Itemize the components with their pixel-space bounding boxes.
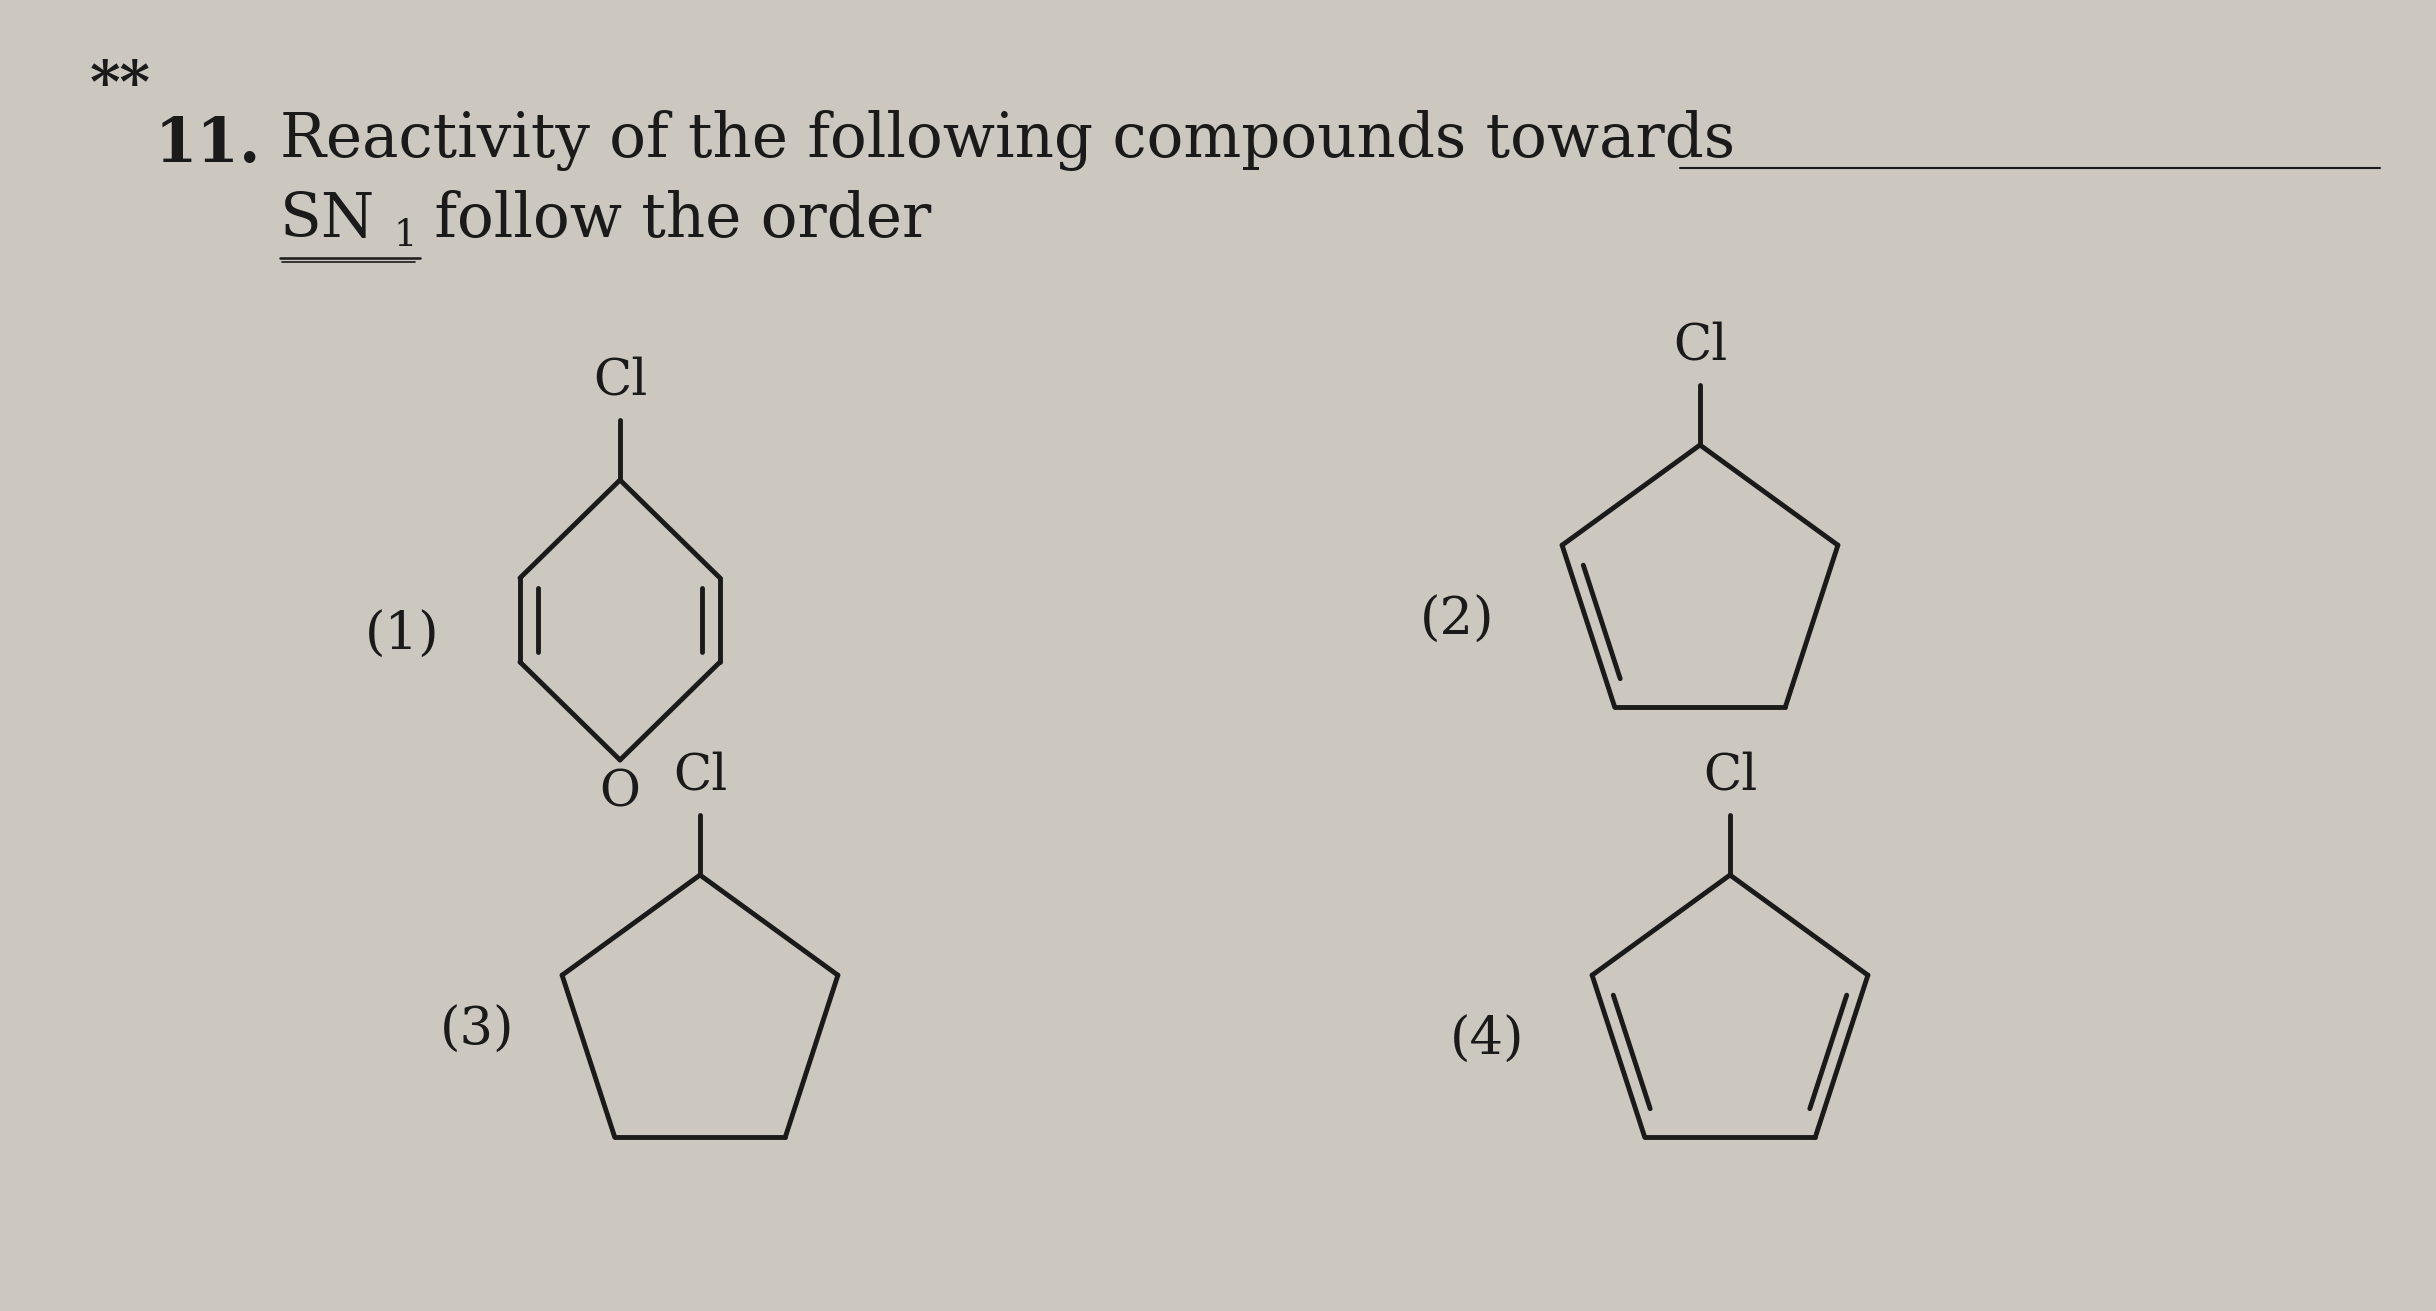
Text: SN: SN (280, 190, 375, 250)
Text: Reactivity of the following compounds towards: Reactivity of the following compounds to… (280, 110, 1734, 170)
Text: (2): (2) (1420, 594, 1496, 645)
Text: 11.: 11. (156, 115, 261, 174)
Text: O: O (599, 768, 641, 818)
Text: Cl: Cl (592, 355, 648, 405)
Text: (3): (3) (441, 1004, 514, 1055)
Text: **: ** (90, 58, 151, 114)
Text: 1: 1 (392, 218, 417, 254)
Text: Cl: Cl (672, 750, 726, 800)
Text: follow the order: follow the order (414, 190, 931, 250)
Text: (1): (1) (365, 610, 438, 661)
Text: Cl: Cl (1674, 321, 1727, 370)
Text: (4): (4) (1449, 1015, 1525, 1066)
Text: Cl: Cl (1703, 750, 1756, 800)
